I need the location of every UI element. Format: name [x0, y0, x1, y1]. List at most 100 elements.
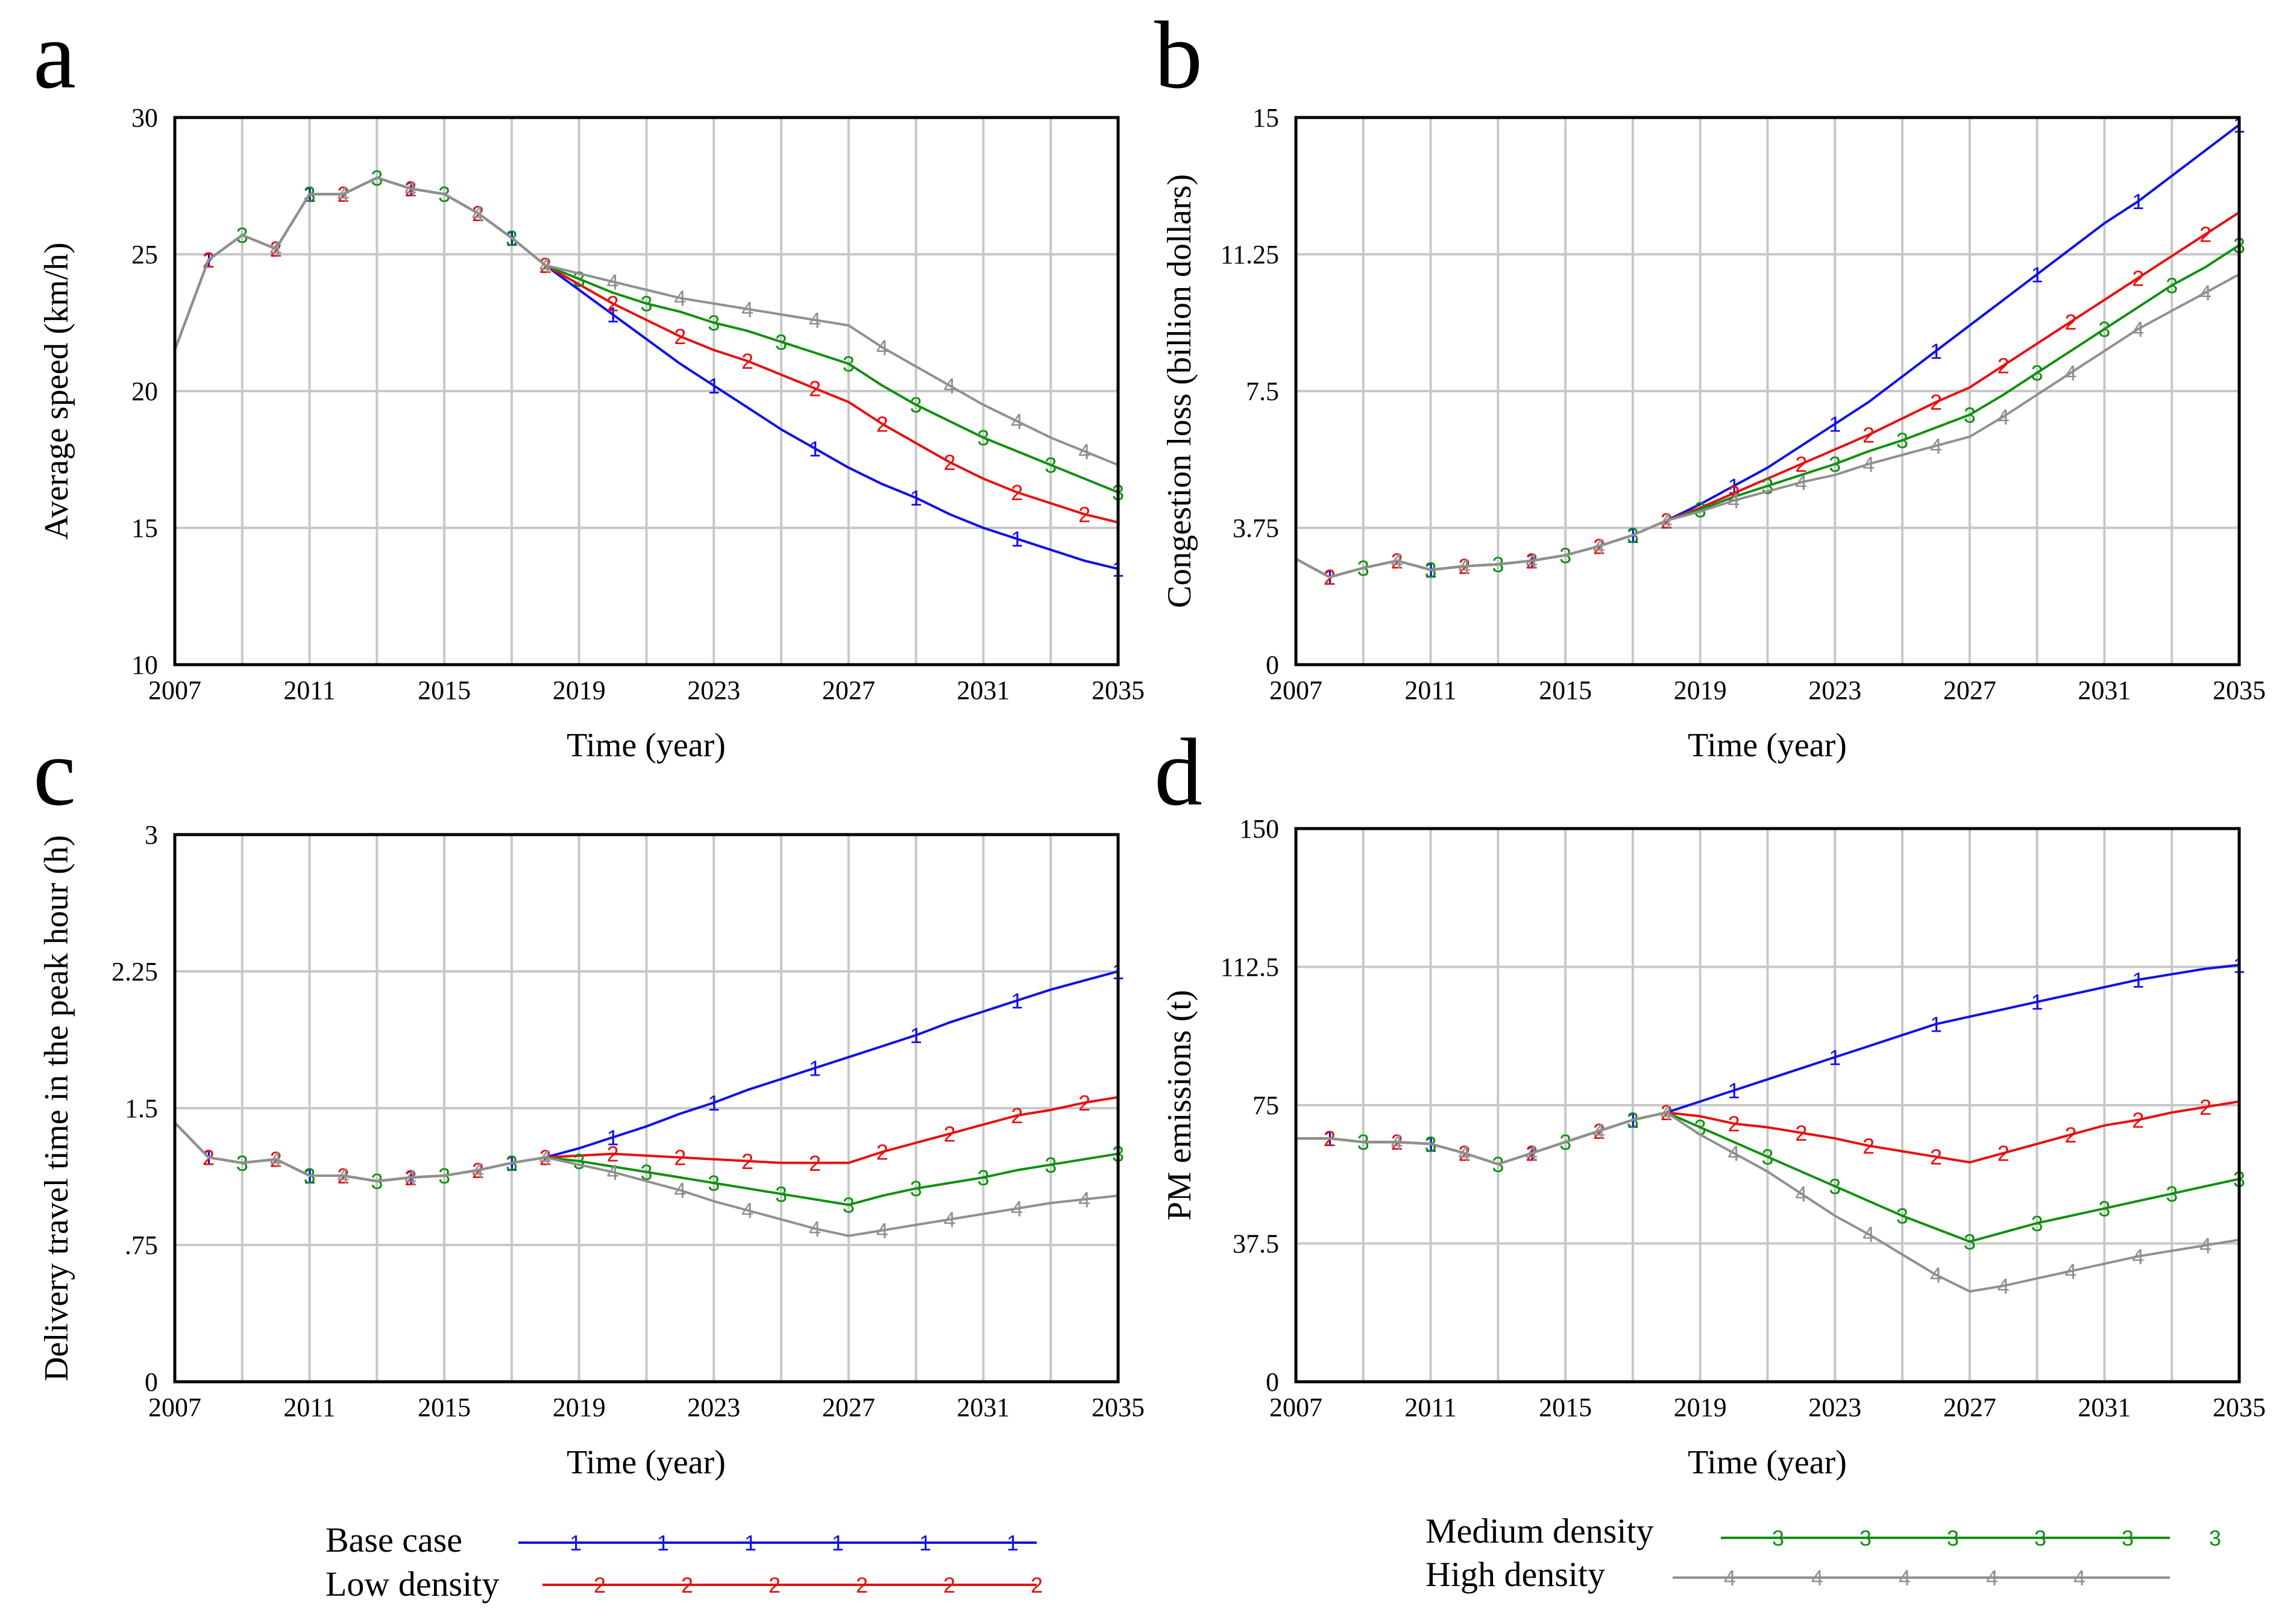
data-point-marker: 1 [1728, 1079, 1740, 1103]
data-point-marker: 3 [2031, 1211, 2043, 1236]
panel-letter-b: b [1154, 1, 1202, 108]
figure-canvas: a 11111111112222222222222233333333333333… [0, 0, 2282, 1624]
x-tick-label: 2031 [2078, 676, 2131, 705]
x-axis-title-b: Time (year) [1688, 727, 1847, 764]
data-point-marker: 4 [270, 1147, 282, 1172]
legend-marker: 1 [570, 1531, 582, 1555]
y-tick-label: 2.25 [112, 957, 158, 986]
y-tick-label: 3.75 [1233, 513, 1279, 543]
x-tick-label: 2019 [553, 676, 606, 705]
data-point-marker: 4 [1998, 404, 2010, 429]
data-point-marker: 4 [2199, 281, 2211, 306]
data-point-marker: 1 [1011, 988, 1023, 1013]
data-point-marker: 2 [674, 1146, 686, 1170]
y-tick-label: 112.5 [1221, 953, 1279, 982]
data-point-marker: 4 [1998, 1274, 2010, 1299]
x-ticks-d: 20072011201520192023202720312035 [1269, 1393, 2266, 1422]
data-point-marker: 2 [809, 376, 821, 401]
chart-panel-a: a 11111111112222222222222233333333333333… [33, 1, 1145, 764]
x-tick-label: 2023 [1808, 1393, 1861, 1422]
x-ticks-c: 20072011201520192023202720312035 [148, 1393, 1145, 1422]
legend-marker: 2 [943, 1573, 955, 1597]
panel-letter-a: a [33, 1, 76, 108]
data-point-marker: 4 [1661, 1100, 1673, 1125]
panel-letter-c: c [33, 718, 76, 826]
data-point-marker: 4 [1078, 1187, 1090, 1212]
x-tick-label: 2023 [1808, 676, 1861, 705]
data-point-marker: 2 [2199, 222, 2211, 247]
data-point-marker: 4 [2199, 1234, 2211, 1258]
data-point-marker: 1 [910, 486, 922, 510]
data-point-marker: 4 [404, 177, 416, 201]
data-point-marker: 1 [2031, 990, 2043, 1015]
x-tick-label: 2031 [957, 1393, 1010, 1422]
data-point-marker: 4 [539, 1146, 552, 1170]
data-point-marker: 2 [1011, 1103, 1023, 1128]
series-layer-c: 1111111111222222222222223333333333333344… [175, 959, 1124, 1243]
y-tick-label: 3 [145, 820, 158, 850]
x-axis-title-d: Time (year) [1688, 1444, 1847, 1481]
data-point-marker: 2 [1930, 1145, 1942, 1170]
data-point-marker: 3 [2031, 361, 2043, 386]
legend: Base case 111111 Low density 222222 Medi… [325, 1511, 2221, 1604]
data-point-marker: 1 [708, 374, 720, 398]
gridlines-b [1296, 118, 2239, 665]
data-point-marker: 3 [708, 1171, 720, 1196]
y-ticks-a: 1015202530 [131, 103, 158, 680]
data-point-marker: 3 [2098, 317, 2110, 342]
x-tick-label: 2035 [1092, 676, 1145, 705]
data-point-marker: 2 [2132, 1108, 2144, 1132]
x-tick-label: 2035 [2213, 676, 2266, 705]
data-point-marker: 3 [2166, 273, 2178, 298]
data-point-marker: 3 [977, 425, 989, 450]
legend-marker: 3 [2209, 1526, 2221, 1550]
chart-panel-d: d 11111111112222222222222233333333333333… [1154, 718, 2266, 1481]
data-point-marker: 3 [910, 393, 922, 418]
data-point-marker: 4 [944, 374, 956, 398]
data-point-marker: 4 [1795, 470, 1807, 495]
data-point-marker: 3 [2166, 1182, 2178, 1206]
data-point-marker: 4 [2065, 361, 2077, 386]
data-point-marker: 3 [573, 1149, 585, 1174]
legend-label-high-density: High density [1425, 1555, 1605, 1594]
data-point-marker: 3 [1761, 1145, 1773, 1170]
x-ticks-b: 20072011201520192023202720312035 [1269, 676, 2266, 705]
chart-panel-b: b 11111111112222222222222233333333333333… [1154, 1, 2266, 764]
y-axis-title-d: PM emissions (t) [1161, 990, 1198, 1221]
data-point-marker: 2 [741, 1149, 753, 1174]
data-point-marker: 4 [607, 1160, 619, 1185]
data-point-marker: 4 [876, 1218, 888, 1243]
legend-sample-low-density: 222222 [542, 1573, 1043, 1597]
x-tick-label: 2007 [1269, 1393, 1322, 1422]
legend-sample-high-density: 44444 [1673, 1566, 2170, 1590]
data-point-marker: 3 [1761, 474, 1773, 498]
x-tick-label: 2015 [418, 1393, 471, 1422]
data-point-marker: 4 [337, 182, 349, 207]
data-point-marker: 3 [910, 1176, 922, 1201]
data-point-marker: 4 [539, 253, 552, 278]
data-point-marker: 4 [674, 286, 686, 311]
legend-marker: 1 [919, 1531, 931, 1555]
x-tick-label: 2031 [957, 676, 1010, 705]
legend-marker: 2 [856, 1573, 868, 1597]
x-tick-label: 2007 [1269, 676, 1322, 705]
data-point-marker: 3 [2098, 1196, 2110, 1221]
data-point-marker: 4 [1458, 554, 1470, 579]
legend-marker: 1 [832, 1531, 844, 1555]
data-point-marker: 1 [2132, 189, 2144, 214]
legend-label-low-density: Low density [325, 1564, 499, 1604]
data-point-marker: 1 [809, 436, 821, 461]
legend-item-medium-density: Medium density 333333 [1425, 1511, 2221, 1550]
x-tick-label: 2011 [283, 676, 335, 705]
x-tick-label: 2011 [1404, 1393, 1456, 1422]
x-tick-label: 2011 [283, 1393, 335, 1422]
data-point-marker: 2 [1728, 1112, 1740, 1136]
x-tick-label: 2015 [1539, 1393, 1592, 1422]
legend-sample-base-case: 111111 [518, 1531, 1037, 1555]
legend-marker: 1 [744, 1531, 756, 1555]
x-tick-label: 2027 [822, 676, 875, 705]
data-point-marker: 1 [1011, 527, 1023, 551]
data-point-marker: 1 [2031, 262, 2043, 287]
legend-marker: 2 [594, 1573, 606, 1597]
legend-marker: 4 [2073, 1566, 2086, 1590]
